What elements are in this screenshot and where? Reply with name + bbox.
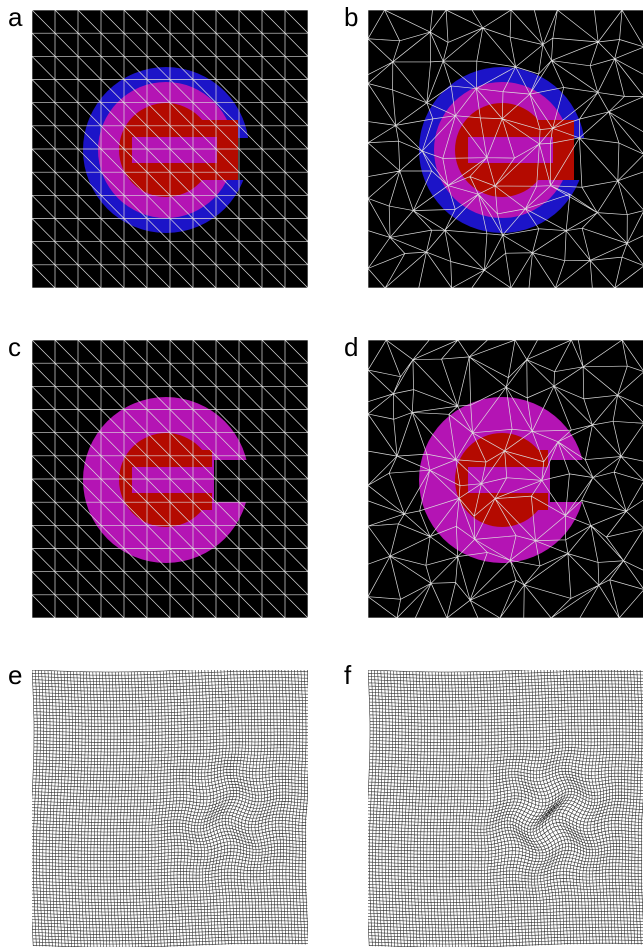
magenta-bar — [132, 467, 217, 493]
panel — [366, 668, 643, 947]
panel — [30, 668, 310, 947]
panel-label: b — [344, 2, 358, 32]
panel-label: c — [8, 332, 21, 362]
magenta-bar — [132, 137, 217, 163]
panel-label: a — [8, 2, 23, 32]
panel — [368, 340, 643, 618]
panel-label: d — [344, 332, 358, 362]
panel-label: e — [8, 660, 22, 690]
figure: a b c d e f — [0, 0, 643, 947]
page: a b c d e f (() => { const data = JSON.p… — [0, 0, 643, 947]
panel-bg — [32, 670, 308, 947]
panel — [368, 10, 643, 288]
panel-label: f — [344, 660, 352, 690]
